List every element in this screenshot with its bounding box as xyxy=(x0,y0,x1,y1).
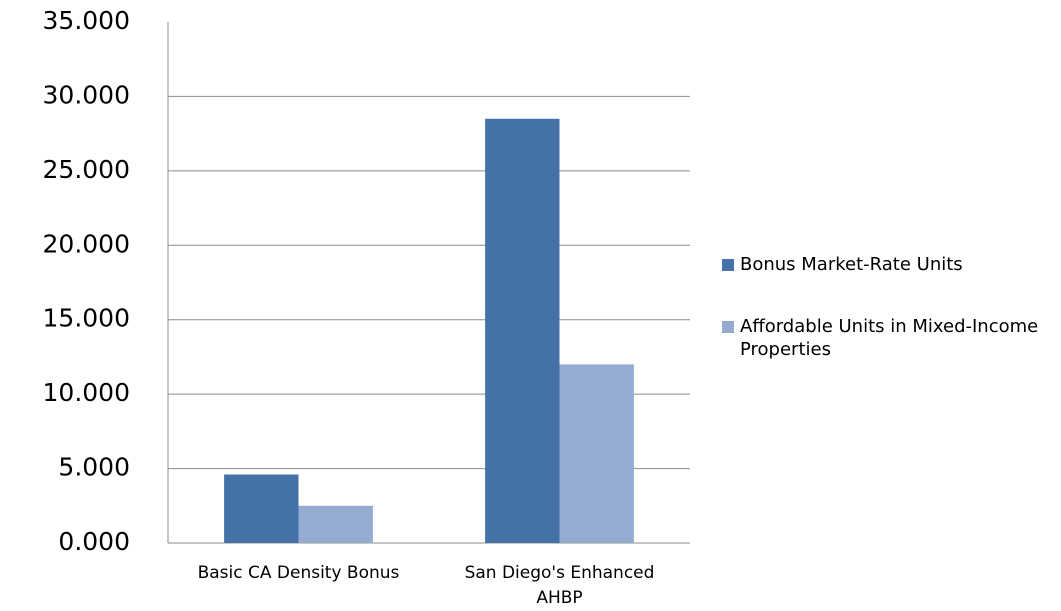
y-tick-label: 15.000 xyxy=(43,304,130,333)
legend-swatch xyxy=(722,259,734,271)
y-tick-label: 30.000 xyxy=(43,80,130,109)
y-tick-label: 10.000 xyxy=(43,378,130,407)
y-tick-label: 5.000 xyxy=(58,453,130,482)
y-tick-label: 25.000 xyxy=(43,155,130,184)
bar xyxy=(485,118,560,543)
bar xyxy=(559,364,634,543)
legend-label: Affordable Units in Mixed-Income Propert… xyxy=(740,316,1039,360)
bar xyxy=(298,505,373,543)
legend-swatch xyxy=(722,321,734,333)
y-tick-label: 20.000 xyxy=(43,229,130,258)
y-tick-label: 0.000 xyxy=(58,527,130,556)
y-tick-label: 35.000 xyxy=(43,6,130,35)
x-tick-label: San Diego's Enhanced AHBP xyxy=(464,563,655,608)
legend-label: Bonus Market-Rate Units xyxy=(740,254,963,275)
bar xyxy=(224,474,299,543)
x-tick-label: Basic CA Density Bonus xyxy=(197,563,400,583)
